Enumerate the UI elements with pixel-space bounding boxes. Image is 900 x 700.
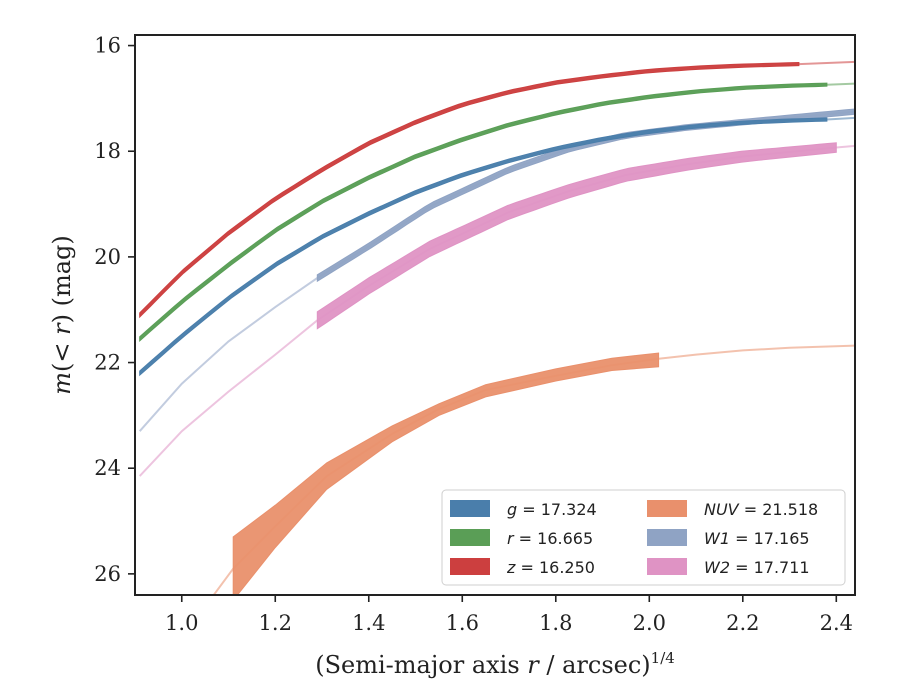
x-tick-label: 1.4 bbox=[352, 611, 385, 635]
x-axis-title-main: (Semi-major axis bbox=[315, 651, 527, 679]
legend-label-nuv: NUV = 21.518 bbox=[704, 500, 818, 519]
legend-label-z: z = 16.250 bbox=[506, 558, 595, 577]
data-band-z bbox=[139, 61, 800, 319]
x-axis-title: (Semi-major axis r / arcsec)1/4 bbox=[315, 649, 675, 679]
plot-frame bbox=[134, 34, 856, 596]
legend: g = 17.324 r = 16.665 z = 16.250 NUV = 21.5… bbox=[441, 489, 846, 586]
x-tick-label: 2.0 bbox=[633, 611, 666, 635]
y-axis-title-part: (< bbox=[48, 335, 76, 372]
legend-swatch-w1 bbox=[647, 529, 687, 546]
y-axis-title-var: m bbox=[48, 372, 76, 395]
legend-swatch-r bbox=[450, 529, 490, 546]
legend-box bbox=[441, 489, 846, 586]
plot-area bbox=[138, 60, 855, 595]
y-axis-title-unit: ) (mag) bbox=[48, 235, 76, 323]
y-tick-label: 18 bbox=[94, 139, 121, 163]
x-tick-label: 1.2 bbox=[259, 611, 292, 635]
y-axis-title: m(< r) (mag) bbox=[48, 235, 76, 395]
model-tail-r bbox=[826, 82, 855, 86]
y-tick-label: 26 bbox=[94, 562, 121, 586]
legend-swatch-z bbox=[450, 558, 490, 575]
legend-swatch-nuv bbox=[647, 500, 687, 517]
x-tick-label: 1.6 bbox=[446, 611, 479, 635]
data-band-nuv bbox=[232, 352, 660, 595]
model-curve-w2 bbox=[138, 144, 855, 477]
x-tick-label: 2.4 bbox=[820, 611, 853, 635]
x-tick-label: 2.2 bbox=[726, 611, 759, 635]
data-band-r bbox=[139, 82, 828, 343]
y-tick-label: 20 bbox=[94, 245, 121, 269]
y-tick-label: 24 bbox=[94, 456, 121, 480]
legend-swatch-w2 bbox=[647, 558, 687, 575]
x-tick-label: 1.0 bbox=[165, 611, 198, 635]
legend-swatch-g bbox=[450, 500, 490, 517]
legend-label-w2: W2 = 17.711 bbox=[704, 558, 810, 577]
legend-label-w1: W1 = 17.165 bbox=[704, 529, 810, 548]
data-band-g bbox=[139, 117, 828, 377]
y-tick-label: 22 bbox=[94, 351, 121, 375]
data-band-w2 bbox=[316, 142, 837, 330]
model-tail-z bbox=[798, 60, 855, 66]
x-tick-label: 1.8 bbox=[539, 611, 572, 635]
y-tick-label: 16 bbox=[94, 34, 121, 58]
legend-label-g: g = 17.324 bbox=[507, 500, 597, 519]
x-axis-title-rest: / arcsec) bbox=[539, 651, 651, 679]
data-band-w1 bbox=[316, 108, 855, 283]
axes: 1.0 1.2 1.4 1.6 1.8 2.0 2.2 2.4 16 18 20 22 24 26 bbox=[94, 34, 853, 635]
y-axis-title-var2: r bbox=[48, 322, 76, 335]
x-axis-title-var: r bbox=[527, 651, 540, 679]
x-axis-title-superscript: 1/4 bbox=[651, 649, 675, 667]
legend-label-r: r = 16.665 bbox=[507, 529, 593, 548]
model-tail-g bbox=[826, 116, 855, 121]
